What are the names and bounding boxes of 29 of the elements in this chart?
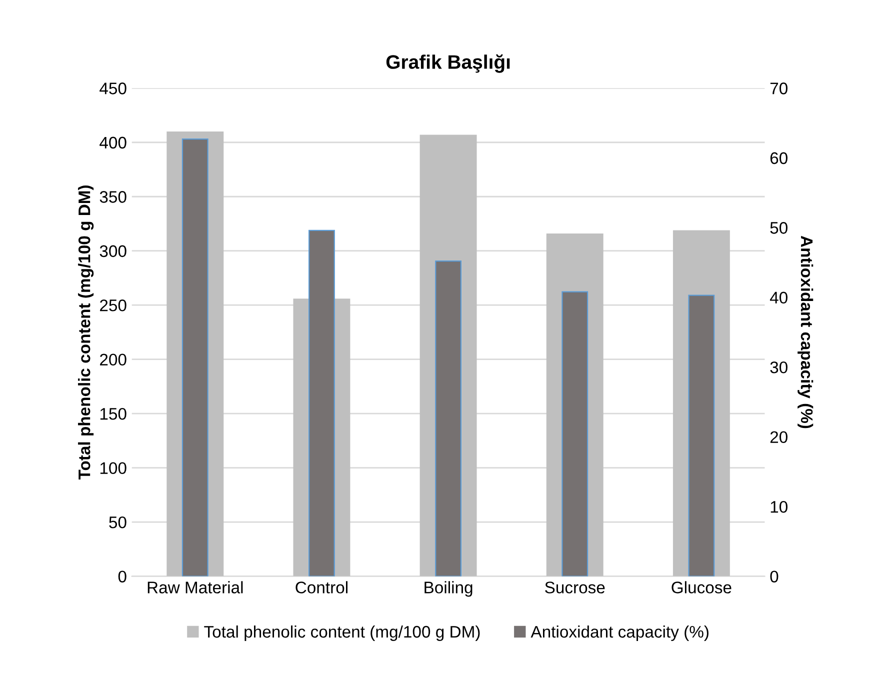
y2-tick-label: 30 bbox=[770, 361, 788, 374]
y2-tick-label: 0 bbox=[770, 570, 778, 583]
y-tick-label: 350 bbox=[100, 191, 126, 203]
chart-title: Grafik Başlığı bbox=[386, 54, 510, 73]
y-tick-label: 250 bbox=[100, 300, 126, 312]
x-tick-label: Boiling bbox=[424, 581, 472, 597]
y2-tick-label: 50 bbox=[770, 222, 788, 234]
y2-axis-title: Antioxidant capacity (%) bbox=[798, 236, 814, 428]
y-tick-label: 400 bbox=[100, 136, 126, 149]
y-tick-label: 100 bbox=[100, 462, 126, 474]
y-tick-label: 300 bbox=[100, 245, 126, 258]
y-tick-label: 50 bbox=[109, 516, 126, 528]
x-tick-label: Control bbox=[296, 581, 348, 594]
x-tick-label: Glucose bbox=[672, 581, 732, 594]
legend-label: Antioxidant capacity (%) bbox=[530, 625, 708, 642]
y-tick-label: 450 bbox=[100, 82, 126, 94]
x-tick-label: Sucrose bbox=[545, 582, 605, 594]
y-tick-label: 200 bbox=[100, 354, 126, 366]
x-tick-label: Raw Material bbox=[148, 581, 243, 594]
bar bbox=[435, 260, 462, 576]
y2-tick-label: 10 bbox=[770, 500, 788, 513]
y2-tick-label: 60 bbox=[770, 152, 788, 164]
legend-label: Total phenolic content (mg/100 g DM) bbox=[204, 625, 480, 642]
y2-tick-label: 40 bbox=[770, 292, 788, 304]
y-axis-title: Total phenolic content (mg/100 g DM) bbox=[78, 186, 94, 480]
y-tick-label: 150 bbox=[100, 408, 126, 420]
y2-tick-label: 20 bbox=[770, 431, 788, 444]
y2-tick-label: 70 bbox=[770, 82, 788, 94]
y-tick-label: 0 bbox=[118, 570, 126, 583]
